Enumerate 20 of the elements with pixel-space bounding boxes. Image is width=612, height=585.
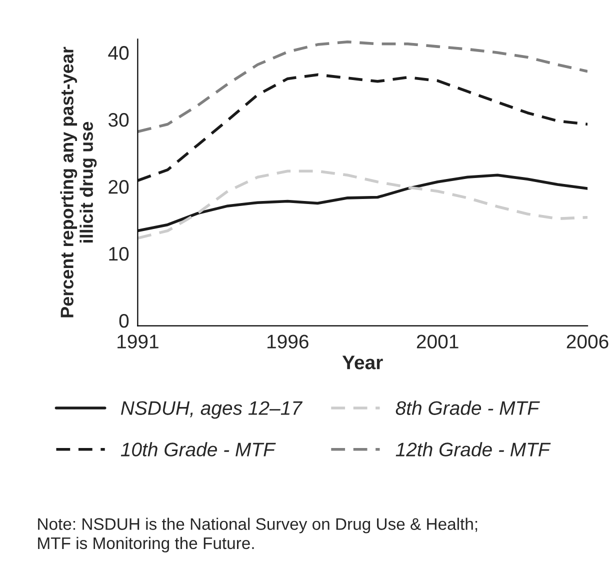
y-tick-label: 40 xyxy=(108,46,129,60)
y-tick-label: 30 xyxy=(108,113,129,127)
legend-label: NSDUH, ages 12–17 xyxy=(121,401,303,419)
x-tick-label: 2001 xyxy=(416,334,458,348)
x-tick-label: 2006 xyxy=(566,334,608,348)
x-tick-label: 1996 xyxy=(267,334,308,348)
x-tick-label: 1991 xyxy=(118,334,158,348)
legend-label: 12th Grade - MTF xyxy=(396,442,551,456)
y-tick-label: 0 xyxy=(119,314,129,328)
y-tick-label: 20 xyxy=(108,180,129,194)
line-series xyxy=(138,40,588,134)
line-series xyxy=(138,170,588,240)
line-series xyxy=(138,174,588,232)
legend-label: 10th Grade - MTF xyxy=(120,442,276,456)
x-axis-title: Year xyxy=(342,356,383,370)
legend-label: 8th Grade - MTF xyxy=(396,400,540,415)
line-series xyxy=(138,73,588,182)
text: Note: NSDUH is the National Survey on Drug Use & Health; MTF is Monitoring the Future. xyxy=(38,518,478,552)
y-tick-label: 10 xyxy=(109,246,129,261)
y-axis-title: Percent reporting any past-year illicit drug use xyxy=(60,46,97,318)
